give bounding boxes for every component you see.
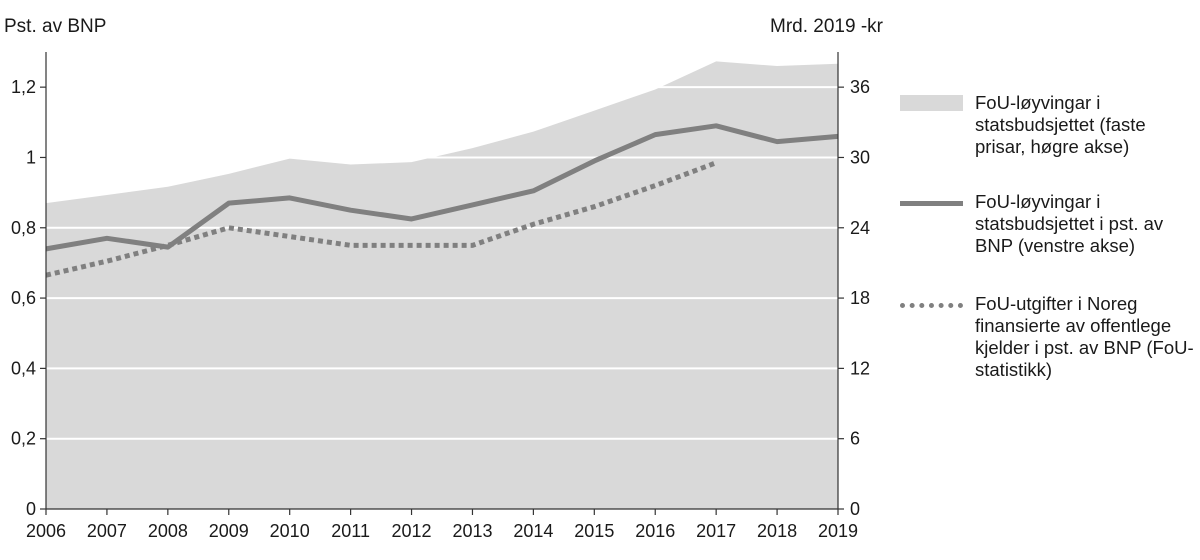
- legend-label-dotted-line: FoU-utgifter i Noreg finansierte av offe…: [975, 293, 1194, 380]
- series-area-0: [46, 61, 838, 509]
- x-tick-label: 2007: [87, 521, 127, 541]
- x-tick-label: 2017: [696, 521, 736, 541]
- x-tick-label: 2014: [513, 521, 553, 541]
- x-tick-label: 2010: [270, 521, 310, 541]
- legend-label-solid-line: FoU-løyvingar i statsbudsjettet i pst. a…: [975, 191, 1164, 256]
- right-tick-label: 24: [850, 218, 870, 238]
- left-tick-label: 0: [26, 499, 36, 519]
- x-tick-label: 2008: [148, 521, 188, 541]
- right-tick-label: 30: [850, 147, 870, 167]
- x-tick-label: 2018: [757, 521, 797, 541]
- x-tick-label: 2019: [818, 521, 858, 541]
- left-tick-label: 0,4: [11, 358, 36, 378]
- left-tick-label: 0,8: [11, 218, 36, 238]
- right-tick-label: 0: [850, 499, 860, 519]
- area-layer: [46, 61, 838, 509]
- axes: 0 0,2 0,4 0,6 0,8 1 1,2 0 6 12 18 24 30 36 2006 2007 200…: [11, 52, 870, 541]
- series-layer: [45, 123, 839, 278]
- right-tick-label: 36: [850, 77, 870, 97]
- right-tick-label: 6: [850, 429, 860, 449]
- legend-label-area: FoU-løyvingar i statsbudsjettet (faste p…: [975, 92, 1146, 157]
- series-line-1: [45, 123, 839, 252]
- x-tick-label: 2011: [331, 521, 370, 541]
- x-tick-label: 2009: [209, 521, 249, 541]
- left-tick-label: 1,2: [11, 77, 36, 97]
- left-tick-label: 0,6: [11, 288, 36, 308]
- x-tick-label: 2006: [26, 521, 66, 541]
- right-tick-label: 12: [850, 358, 870, 378]
- right-axis-title: Mrd. 2019 -kr: [770, 16, 883, 37]
- left-tick-label: 0,2: [11, 429, 36, 449]
- x-tick-label: 2015: [574, 521, 614, 541]
- legend-swatch-dotted-line: [900, 303, 963, 308]
- x-tick-label: 2013: [452, 521, 492, 541]
- left-tick-label: 1: [26, 147, 36, 167]
- left-axis-title: Pst. av BNP: [4, 16, 107, 37]
- legend-swatch-solid-line: [900, 201, 963, 206]
- right-tick-label: 18: [850, 288, 870, 308]
- series-dotted-line-2: [45, 160, 718, 278]
- x-tick-label: 2012: [392, 521, 432, 541]
- legend-swatch-area: [900, 95, 963, 111]
- gridlines: [46, 86, 838, 440]
- x-tick-label: 2016: [635, 521, 675, 541]
